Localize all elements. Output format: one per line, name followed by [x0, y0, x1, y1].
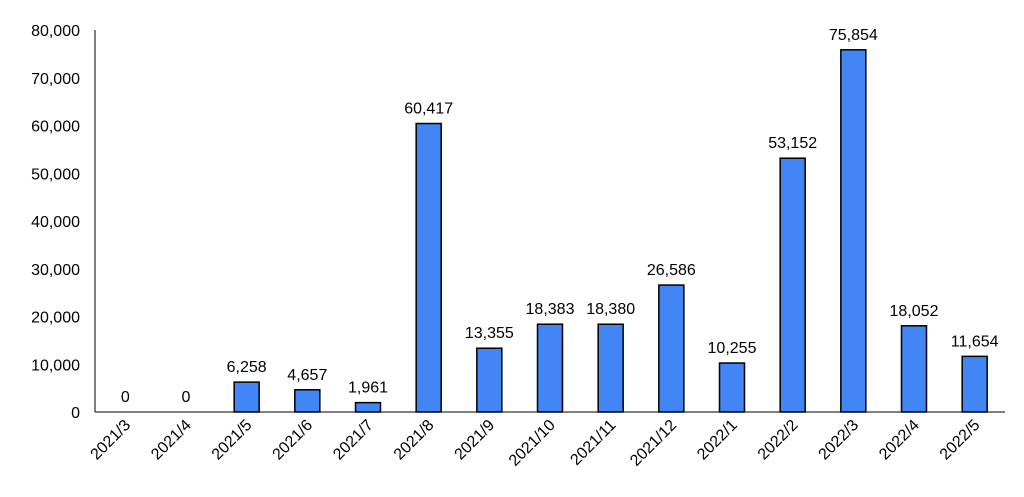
- bar: [718, 362, 746, 413]
- bar: [779, 157, 806, 413]
- bar: [840, 49, 867, 413]
- data-label: 13,355: [465, 325, 514, 342]
- y-tick-label: 10,000: [31, 357, 80, 374]
- x-tick-label: 2021/7: [330, 417, 377, 464]
- y-tick-label: 30,000: [31, 262, 80, 279]
- bar: [658, 284, 685, 413]
- x-tick-label: 2021/10: [506, 417, 559, 470]
- x-tick-label: 2021/6: [270, 417, 317, 464]
- y-tick-label: 50,000: [31, 166, 80, 183]
- data-label: 6,258: [227, 359, 267, 376]
- data-label: 60,417: [404, 101, 453, 118]
- bar: [233, 381, 260, 413]
- data-label: 18,052: [890, 303, 939, 320]
- data-label: 18,380: [586, 301, 635, 318]
- data-label: 10,255: [708, 340, 757, 357]
- bar: [597, 323, 624, 413]
- data-label: 11,654: [951, 333, 999, 350]
- data-label: 53,152: [768, 135, 817, 152]
- bar: [536, 323, 564, 413]
- y-tick-label: 60,000: [31, 119, 80, 136]
- bar: [354, 401, 382, 413]
- y-tick-label: 40,000: [31, 214, 80, 231]
- x-tick-label: 2021/9: [452, 417, 499, 464]
- y-tick-label: 70,000: [31, 71, 80, 88]
- x-axis: 2021/3 2021/4 2021/5 2021/6 2021/7 2021/8 2021…: [88, 417, 984, 470]
- bar: [900, 325, 928, 413]
- bar: [476, 347, 503, 413]
- data-label: 0: [121, 389, 130, 406]
- data-label: 4,657: [287, 367, 327, 384]
- data-label: 26,586: [647, 262, 696, 279]
- bar: [294, 389, 321, 413]
- x-tick-label: 2022/3: [816, 417, 863, 464]
- x-tick-label: 2022/1: [694, 417, 741, 464]
- x-tick-label: 2021/11: [567, 417, 619, 469]
- data-label: 75,854: [829, 27, 878, 44]
- x-tick-label: 2021/8: [391, 417, 438, 464]
- y-tick-label: 0: [71, 405, 80, 422]
- bar: [961, 355, 988, 413]
- x-tick-label: 2021/5: [209, 417, 256, 464]
- y-tick-label: 20,000: [31, 310, 80, 327]
- x-tick-label: 2022/4: [876, 417, 923, 464]
- x-tick-label: 2022/2: [755, 417, 802, 464]
- x-tick-label: 2021/3: [88, 417, 135, 464]
- data-label: 1,961: [348, 380, 388, 397]
- bar: [415, 122, 442, 413]
- bars-group: [233, 49, 988, 413]
- data-labels-group: 0 0 6,258 4,657 1,961 60,417 13,355 18,383 18,38…: [121, 27, 999, 406]
- x-tick-label: 2021/12: [627, 417, 680, 470]
- data-label: 18,383: [526, 301, 575, 318]
- x-tick-label: 2021/4: [148, 417, 195, 464]
- data-label: 0: [182, 389, 191, 406]
- y-axis: 0 10,000 20,000 30,000 40,000 50,000 60,000 70,…: [31, 23, 80, 422]
- x-tick-label: 2022/5: [937, 417, 984, 464]
- y-tick-label: 80,000: [31, 23, 80, 40]
